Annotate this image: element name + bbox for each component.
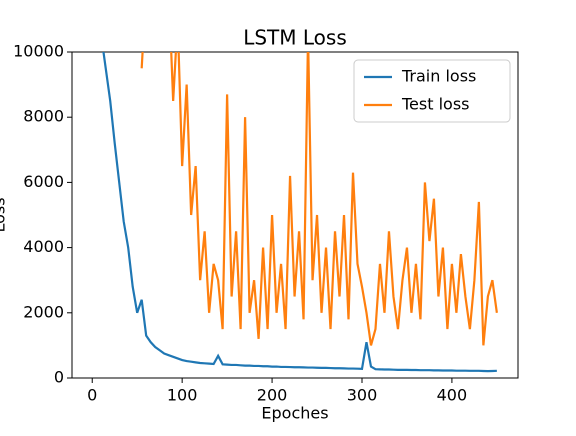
x-tick-label: 200: [257, 386, 288, 405]
plot-frame: [71, 51, 519, 379]
series-line: [102, 52, 497, 373]
chart-title: LSTM Loss: [243, 26, 347, 50]
legend-label: Test loss: [401, 95, 470, 114]
x-tick-label: 100: [167, 386, 198, 405]
y-tick-label: 10000: [13, 42, 64, 61]
y-tick-label: 6000: [23, 172, 64, 191]
legend-box: [353, 59, 511, 123]
series-line: [140, 52, 498, 346]
x-tick-label: 300: [347, 386, 378, 405]
y-tick-label: 2000: [23, 302, 64, 321]
x-tick-label: 0: [87, 386, 97, 405]
y-tick-label: 8000: [23, 107, 64, 126]
y-tick-label: 4000: [23, 237, 64, 256]
x-axis-label: Epoches: [261, 404, 328, 423]
x-tick-label: 400: [437, 386, 468, 405]
y-tick-label: 0: [54, 368, 64, 387]
y-axis-label: Loss: [0, 197, 9, 232]
legend-label: Train loss: [401, 67, 476, 86]
